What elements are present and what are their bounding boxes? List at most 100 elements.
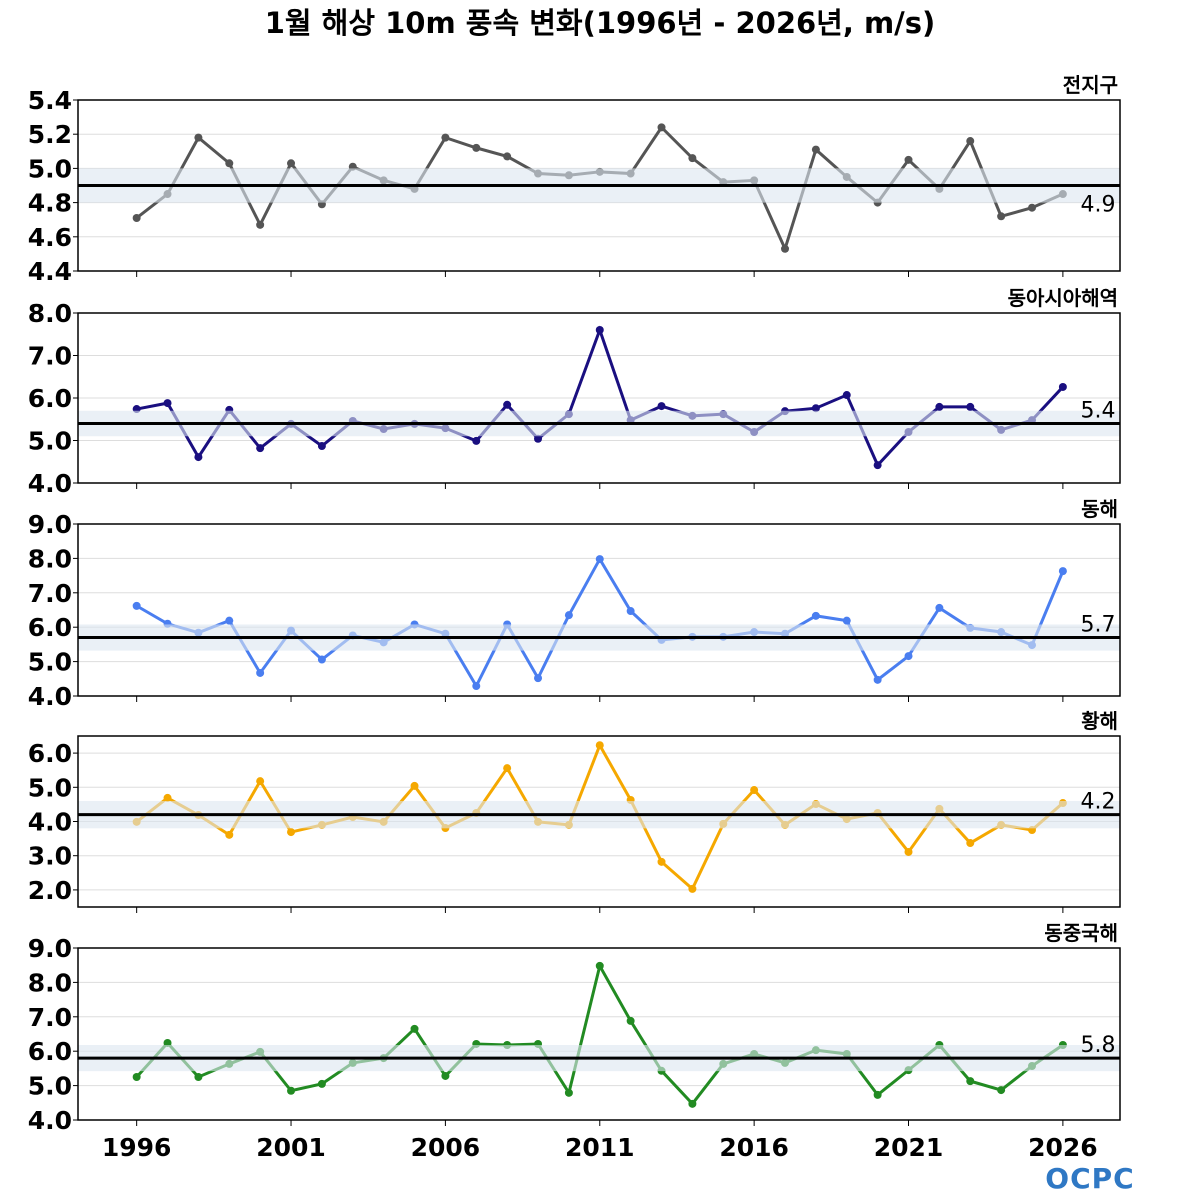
data-point-2016 <box>750 786 759 795</box>
y-tick-label: 6.0 <box>28 1037 72 1066</box>
ocpc-logo: OCPC <box>1045 1162 1134 1195</box>
x-tick-label: 2016 <box>719 1133 789 1162</box>
y-tick-label: 4.8 <box>28 189 72 218</box>
y-tick-label: 5.4 <box>28 86 72 115</box>
plot-frame <box>77 523 1121 697</box>
plot-frame <box>77 947 1121 1121</box>
data-point-2019 <box>842 391 851 400</box>
data-point-2001 <box>287 828 296 837</box>
series-line <box>135 961 1064 1107</box>
y-tick-label: 4.4 <box>28 257 72 286</box>
data-point-2008 <box>503 400 512 409</box>
y-tick-label: 2.0 <box>28 876 72 905</box>
data-point-2012 <box>626 607 635 616</box>
data-point-2023 <box>966 402 975 411</box>
x-tick-label: 2021 <box>874 1133 944 1162</box>
data-point-2018 <box>811 404 820 413</box>
data-point-2009 <box>534 674 543 683</box>
plot-frame <box>77 312 1121 484</box>
data-point-2023 <box>966 1077 975 1086</box>
data-point-2017 <box>781 244 790 253</box>
data-point-2005 <box>410 1024 419 1033</box>
data-point-2014 <box>688 884 697 893</box>
data-point-2014 <box>688 1099 697 1108</box>
data-point-2013 <box>657 857 666 866</box>
data-point-2011 <box>595 555 604 564</box>
data-point-2024 <box>997 212 1006 221</box>
data-point-2023 <box>966 839 975 848</box>
data-point-2011 <box>595 961 604 970</box>
data-point-1998 <box>194 1073 203 1081</box>
y-tick-label: 5.0 <box>28 427 72 456</box>
panel-label: 동중국해 <box>1044 921 1118 945</box>
data-point-2018 <box>811 145 820 154</box>
y-tick-label: 6.0 <box>28 613 72 642</box>
panel-3: 4.0 5.0 6.0 7.0 8.0 9.0 5.7 동해 <box>28 497 1121 711</box>
data-point-1997 <box>163 793 172 802</box>
data-point-2012 <box>626 1016 635 1025</box>
data-point-2026 <box>1058 382 1067 391</box>
data-point-2011 <box>595 326 604 334</box>
data-point-2010 <box>564 1088 573 1097</box>
y-tick-label: 7.0 <box>28 342 72 371</box>
data-point-2013 <box>657 123 666 132</box>
x-tick-label: 2001 <box>256 1133 326 1162</box>
mean-label: 4.2 <box>1081 790 1116 815</box>
x-tick-label: 2011 <box>565 1133 635 1162</box>
x-tick-label: 2006 <box>411 1133 481 1162</box>
data-point-1996 <box>132 213 141 222</box>
data-point-1996 <box>132 1073 141 1081</box>
data-point-2009 <box>534 434 543 443</box>
data-point-1997 <box>163 399 172 408</box>
data-point-2021 <box>904 847 913 856</box>
data-point-1999 <box>225 159 234 168</box>
mean-label: 5.8 <box>1081 1033 1116 1058</box>
y-tick-label: 8.0 <box>28 299 72 328</box>
data-point-2008 <box>503 152 512 161</box>
logo-text: OCPC <box>1045 1162 1134 1195</box>
y-tick-label: 5.0 <box>28 154 72 183</box>
data-point-2002 <box>317 1079 326 1088</box>
y-tick-label: 5.0 <box>28 648 72 677</box>
data-point-2000 <box>256 220 265 229</box>
y-tick-label: 4.0 <box>28 469 72 498</box>
data-point-2020 <box>873 675 882 684</box>
y-tick-label: 3.0 <box>28 842 72 871</box>
x-tick-label: 1996 <box>102 1133 172 1162</box>
y-tick-label: 7.0 <box>28 1003 72 1032</box>
data-point-2023 <box>966 137 975 146</box>
data-point-2011 <box>595 741 604 750</box>
data-point-2001 <box>287 159 296 168</box>
panel-5: 4.0 5.0 6.0 7.0 8.0 9.0 5.8 1996 2001 2006 2011 201… <box>28 921 1121 1162</box>
data-point-2007 <box>472 143 481 152</box>
data-point-2001 <box>287 1086 296 1095</box>
data-point-1996 <box>132 601 141 610</box>
data-point-2020 <box>873 1090 882 1099</box>
data-point-2008 <box>503 764 512 773</box>
y-tick-label: 9.0 <box>28 510 72 539</box>
y-tick-label: 4.0 <box>28 808 72 837</box>
y-tick-label: 8.0 <box>28 968 72 997</box>
data-point-2007 <box>472 436 481 445</box>
y-tick-label: 7.0 <box>28 579 72 608</box>
data-point-1998 <box>194 133 203 142</box>
y-tick-label: 5.0 <box>28 773 72 802</box>
data-point-2021 <box>904 652 913 661</box>
y-tick-label: 8.0 <box>28 544 72 573</box>
data-point-2002 <box>317 442 326 451</box>
data-point-2000 <box>256 777 265 786</box>
y-tick-label: 6.0 <box>28 384 72 413</box>
data-point-2024 <box>997 1086 1006 1095</box>
chart-title: 1월 해상 10m 풍속 변화(1996년 - 2026년, m/s) <box>265 6 936 40</box>
data-point-2010 <box>564 611 573 620</box>
mean-label: 5.4 <box>1081 399 1116 424</box>
data-point-2007 <box>472 682 481 691</box>
data-point-2002 <box>317 655 326 664</box>
mean-label: 5.7 <box>1081 613 1116 638</box>
data-point-2020 <box>873 461 882 470</box>
data-point-2005 <box>410 781 419 790</box>
series-line <box>135 556 1065 690</box>
panel-1: 4.4 4.6 4.8 5.0 5.2 5.4 4.9 전지구 <box>28 73 1121 286</box>
